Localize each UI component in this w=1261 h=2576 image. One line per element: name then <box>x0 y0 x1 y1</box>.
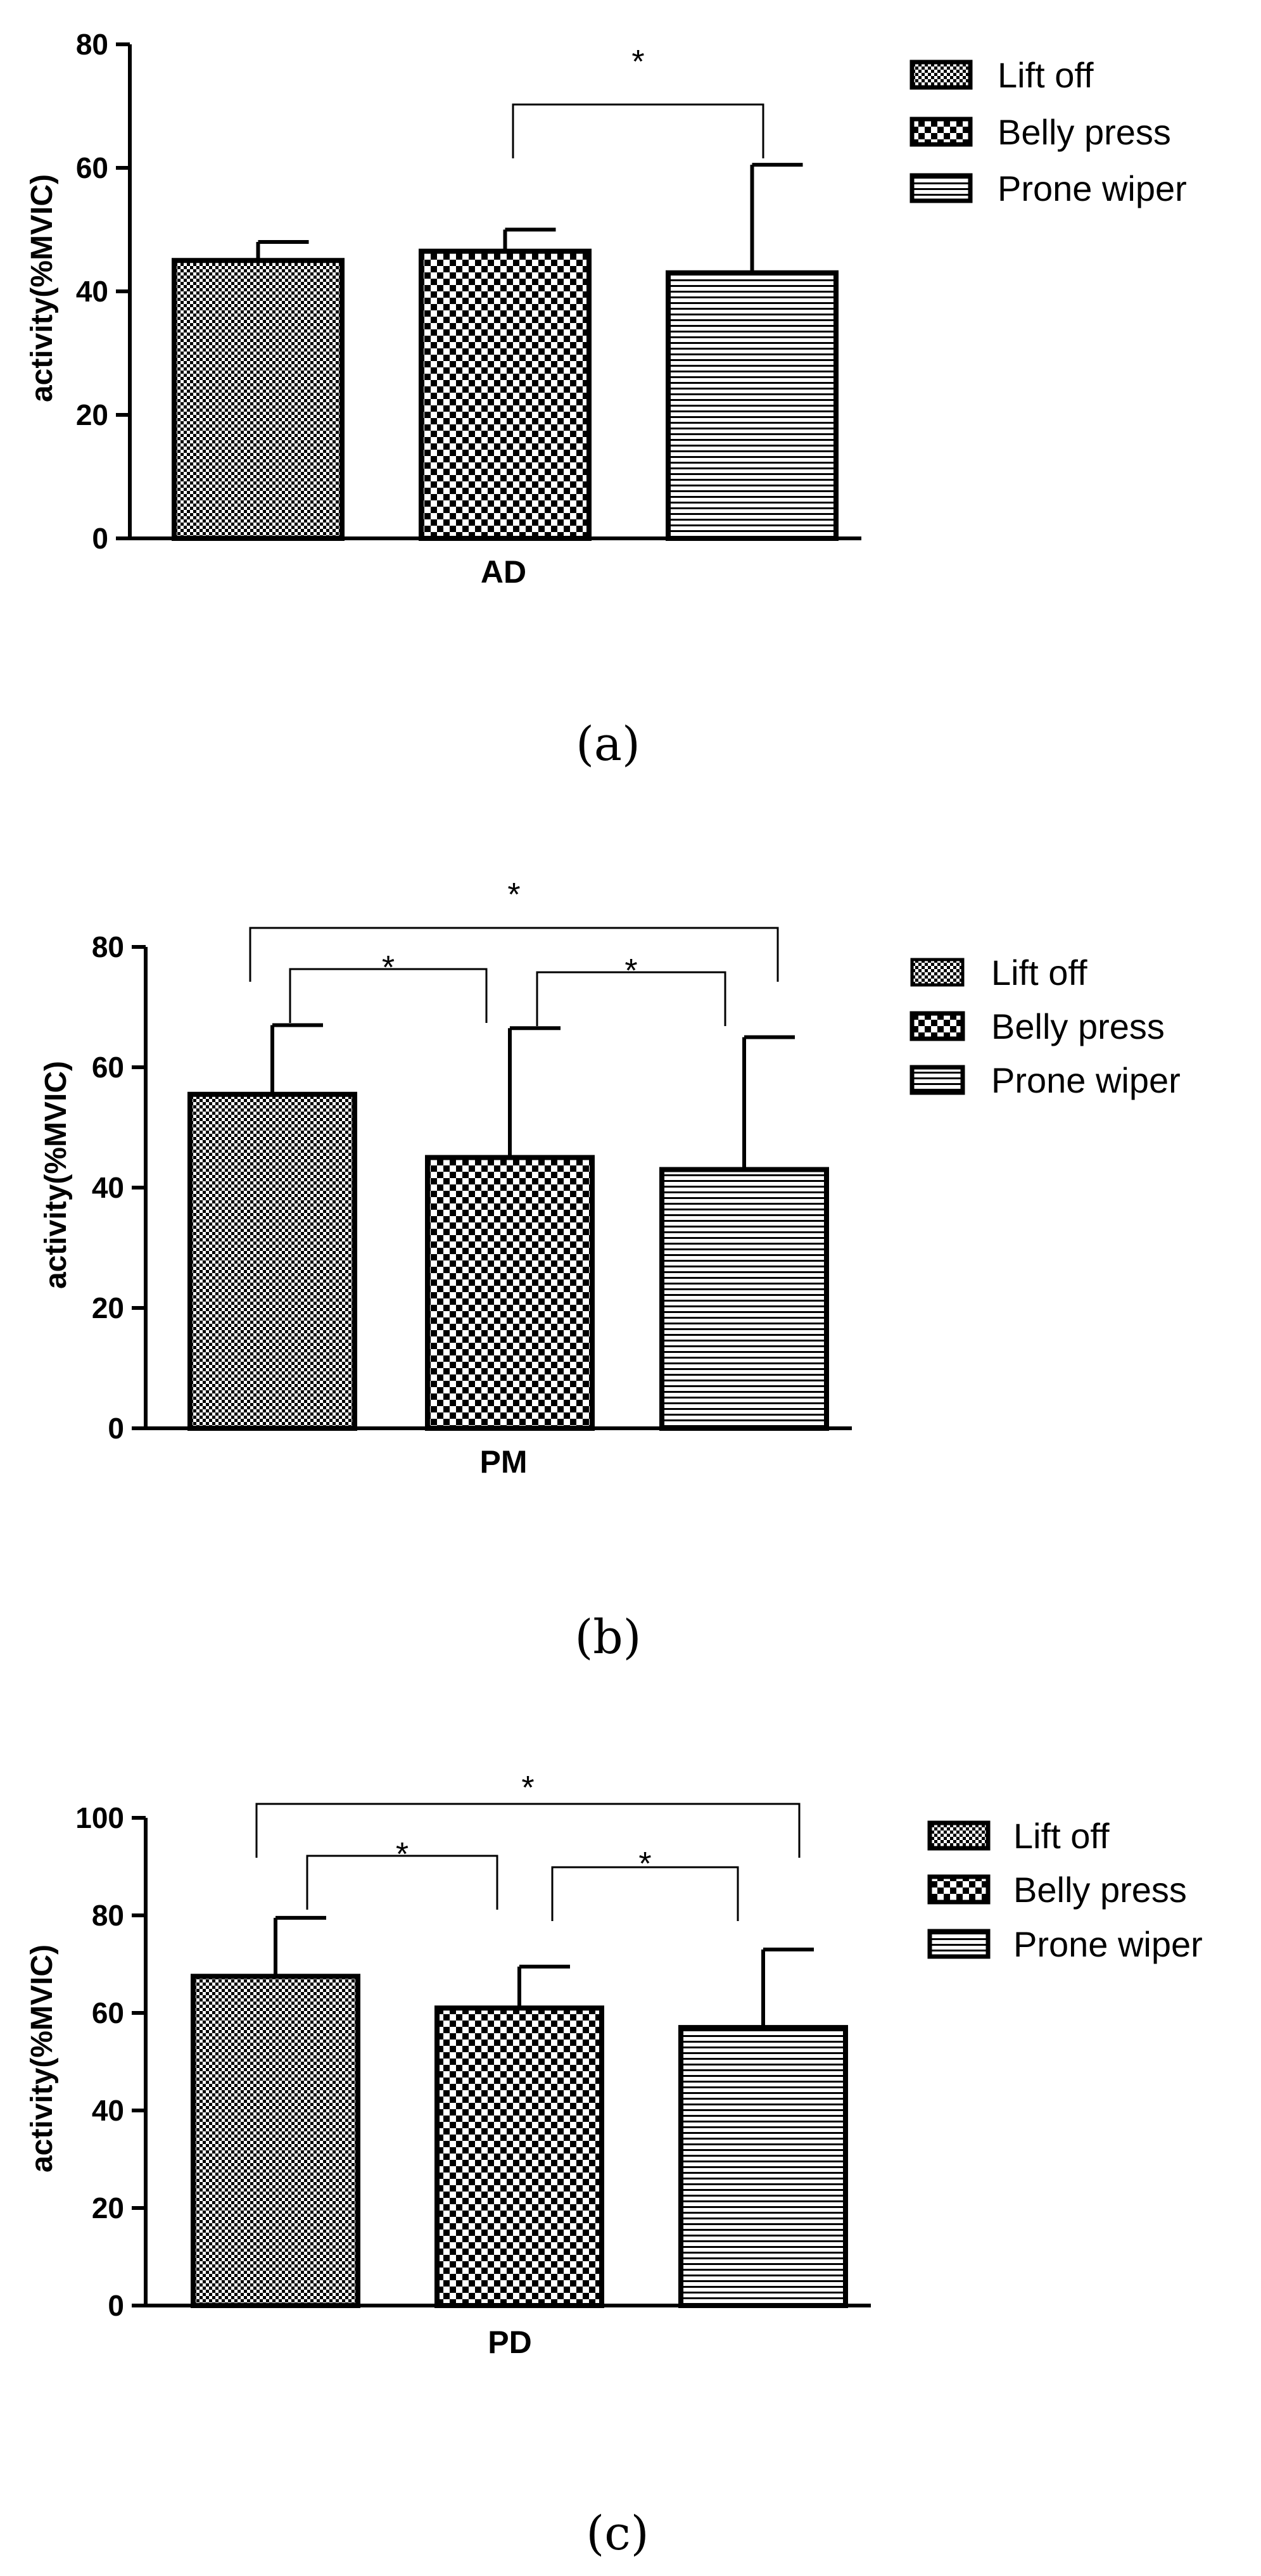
y-tick-label: 60 <box>76 151 108 184</box>
significance-bracket <box>306 1855 498 1910</box>
legend-swatch-prone-wiper <box>909 173 973 203</box>
x-category-label: AD <box>481 554 526 590</box>
chart-panel-c: 0 20 40 60 80 100 * * * activity(%MVIC) PD Lift … <box>25 1770 1203 2561</box>
bar-prone-wiper <box>666 270 839 541</box>
legend-swatch-belly-press <box>927 1874 991 1905</box>
y-tick-label: 40 <box>76 275 108 308</box>
y-tick-label: 100 <box>75 1801 124 1834</box>
chart-panel-b: 0 20 40 60 80 * * * activity(%MVIC) PM Lift off… <box>39 877 1181 1665</box>
significance-bracket <box>512 103 764 158</box>
y-axis-label: activity(%MVIC) <box>39 1061 73 1289</box>
y-tick-label: 80 <box>92 930 124 963</box>
y-tick-label: 0 <box>108 1412 124 1445</box>
figure-caption: (b) <box>574 1610 641 1665</box>
y-tick-label: 60 <box>92 1051 124 1084</box>
legend-swatch-prone-wiper <box>927 1929 991 1959</box>
bar-lift-off <box>172 258 345 541</box>
legend-label-belly-press: Belly press <box>1013 1870 1187 1910</box>
significance-bracket <box>536 971 726 1026</box>
legend-label-lift-off: Lift off <box>1013 1816 1110 1856</box>
y-tick-label: 80 <box>92 1899 124 1932</box>
figure-caption: (a) <box>576 717 640 771</box>
y-tick-label: 40 <box>92 1171 124 1204</box>
bar-belly-press <box>419 248 592 541</box>
legend: Lift off Belly press Prone wiper <box>909 953 1181 1100</box>
legend: Lift off Belly press Prone wiper <box>909 55 1187 208</box>
y-axis-label: activity(%MVIC) <box>25 1945 59 2173</box>
significance-star: * <box>631 44 644 80</box>
legend-swatch-lift-off <box>909 60 973 90</box>
significance-star: * <box>396 1836 409 1873</box>
bar-belly-press <box>425 1155 595 1431</box>
significance-bracket <box>289 968 488 1023</box>
legend-label-prone-wiper: Prone wiper <box>998 168 1187 208</box>
x-category-label: PM <box>480 1444 528 1480</box>
bar-prone-wiper <box>678 2025 848 2309</box>
legend-swatch-belly-press <box>909 117 973 147</box>
legend-label-lift-off: Lift off <box>991 953 1087 993</box>
x-category-label: PD <box>488 2325 531 2360</box>
legend-swatch-lift-off <box>927 1820 991 1851</box>
plot-area: 0 20 40 60 80 100 * * * <box>75 1770 871 2322</box>
figure-caption: (c) <box>586 2506 649 2561</box>
legend-swatch-belly-press <box>909 1011 965 1041</box>
legend: Lift off Belly press Prone wiper <box>927 1816 1203 1964</box>
legend-label-lift-off: Lift off <box>998 55 1094 95</box>
legend-label-belly-press: Belly press <box>991 1006 1165 1046</box>
y-tick-label: 0 <box>92 522 108 555</box>
significance-star: * <box>521 1770 534 1806</box>
legend-swatch-lift-off <box>910 958 965 987</box>
significance-star: * <box>638 1846 651 1882</box>
y-tick-label: 20 <box>76 398 108 431</box>
y-tick-label: 60 <box>92 1996 124 2029</box>
y-tick-label: 0 <box>108 2289 124 2322</box>
chart-panel-a: 0 20 40 60 80 * activity(%MVIC) AD Lift off B… <box>25 28 1187 771</box>
significance-star: * <box>624 953 637 989</box>
significance-bracket <box>255 1803 801 1858</box>
y-axis-label: activity(%MVIC) <box>25 174 59 402</box>
significance-bracket <box>551 1866 739 1921</box>
bar-belly-press <box>434 2005 604 2309</box>
plot-area: 0 20 40 60 80 * * * <box>92 877 852 1445</box>
significance-star: * <box>382 949 395 986</box>
legend-label-prone-wiper: Prone wiper <box>1013 1924 1203 1964</box>
y-tick-label: 20 <box>92 1291 124 1324</box>
legend-label-prone-wiper: Prone wiper <box>991 1060 1181 1100</box>
significance-bracket <box>249 927 779 982</box>
y-tick-label: 40 <box>92 2094 124 2127</box>
significance-star: * <box>507 877 520 913</box>
y-tick-label: 20 <box>92 2192 124 2224</box>
y-tick-label: 80 <box>76 28 108 61</box>
legend-swatch-prone-wiper <box>909 1065 965 1095</box>
bar-prone-wiper <box>659 1167 829 1431</box>
legend-label-belly-press: Belly press <box>998 112 1171 152</box>
bar-lift-off <box>191 1974 360 2308</box>
plot-area: 0 20 40 60 80 * <box>76 28 861 555</box>
bar-lift-off <box>187 1091 357 1431</box>
